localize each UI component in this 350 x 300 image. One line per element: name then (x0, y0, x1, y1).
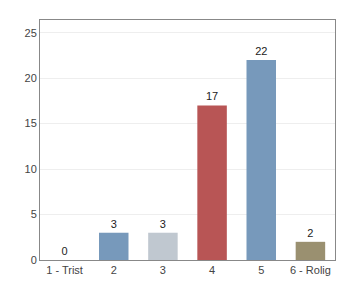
svg-text:15: 15 (25, 117, 37, 129)
svg-text:2: 2 (307, 227, 313, 239)
svg-text:0: 0 (62, 245, 68, 257)
svg-text:1 - Trist: 1 - Trist (46, 264, 83, 276)
svg-text:3: 3 (111, 218, 117, 230)
svg-text:20: 20 (25, 72, 37, 84)
svg-text:2: 2 (111, 264, 117, 276)
svg-text:22: 22 (255, 45, 267, 57)
svg-text:6 - Rolig: 6 - Rolig (290, 264, 331, 276)
svg-text:17: 17 (206, 90, 218, 102)
svg-text:3: 3 (160, 218, 166, 230)
svg-text:4: 4 (209, 264, 215, 276)
svg-text:5: 5 (31, 208, 37, 220)
svg-text:25: 25 (25, 27, 37, 39)
svg-text:10: 10 (25, 163, 37, 175)
svg-text:3: 3 (160, 264, 166, 276)
svg-text:0: 0 (31, 254, 37, 266)
svg-text:5: 5 (258, 264, 264, 276)
